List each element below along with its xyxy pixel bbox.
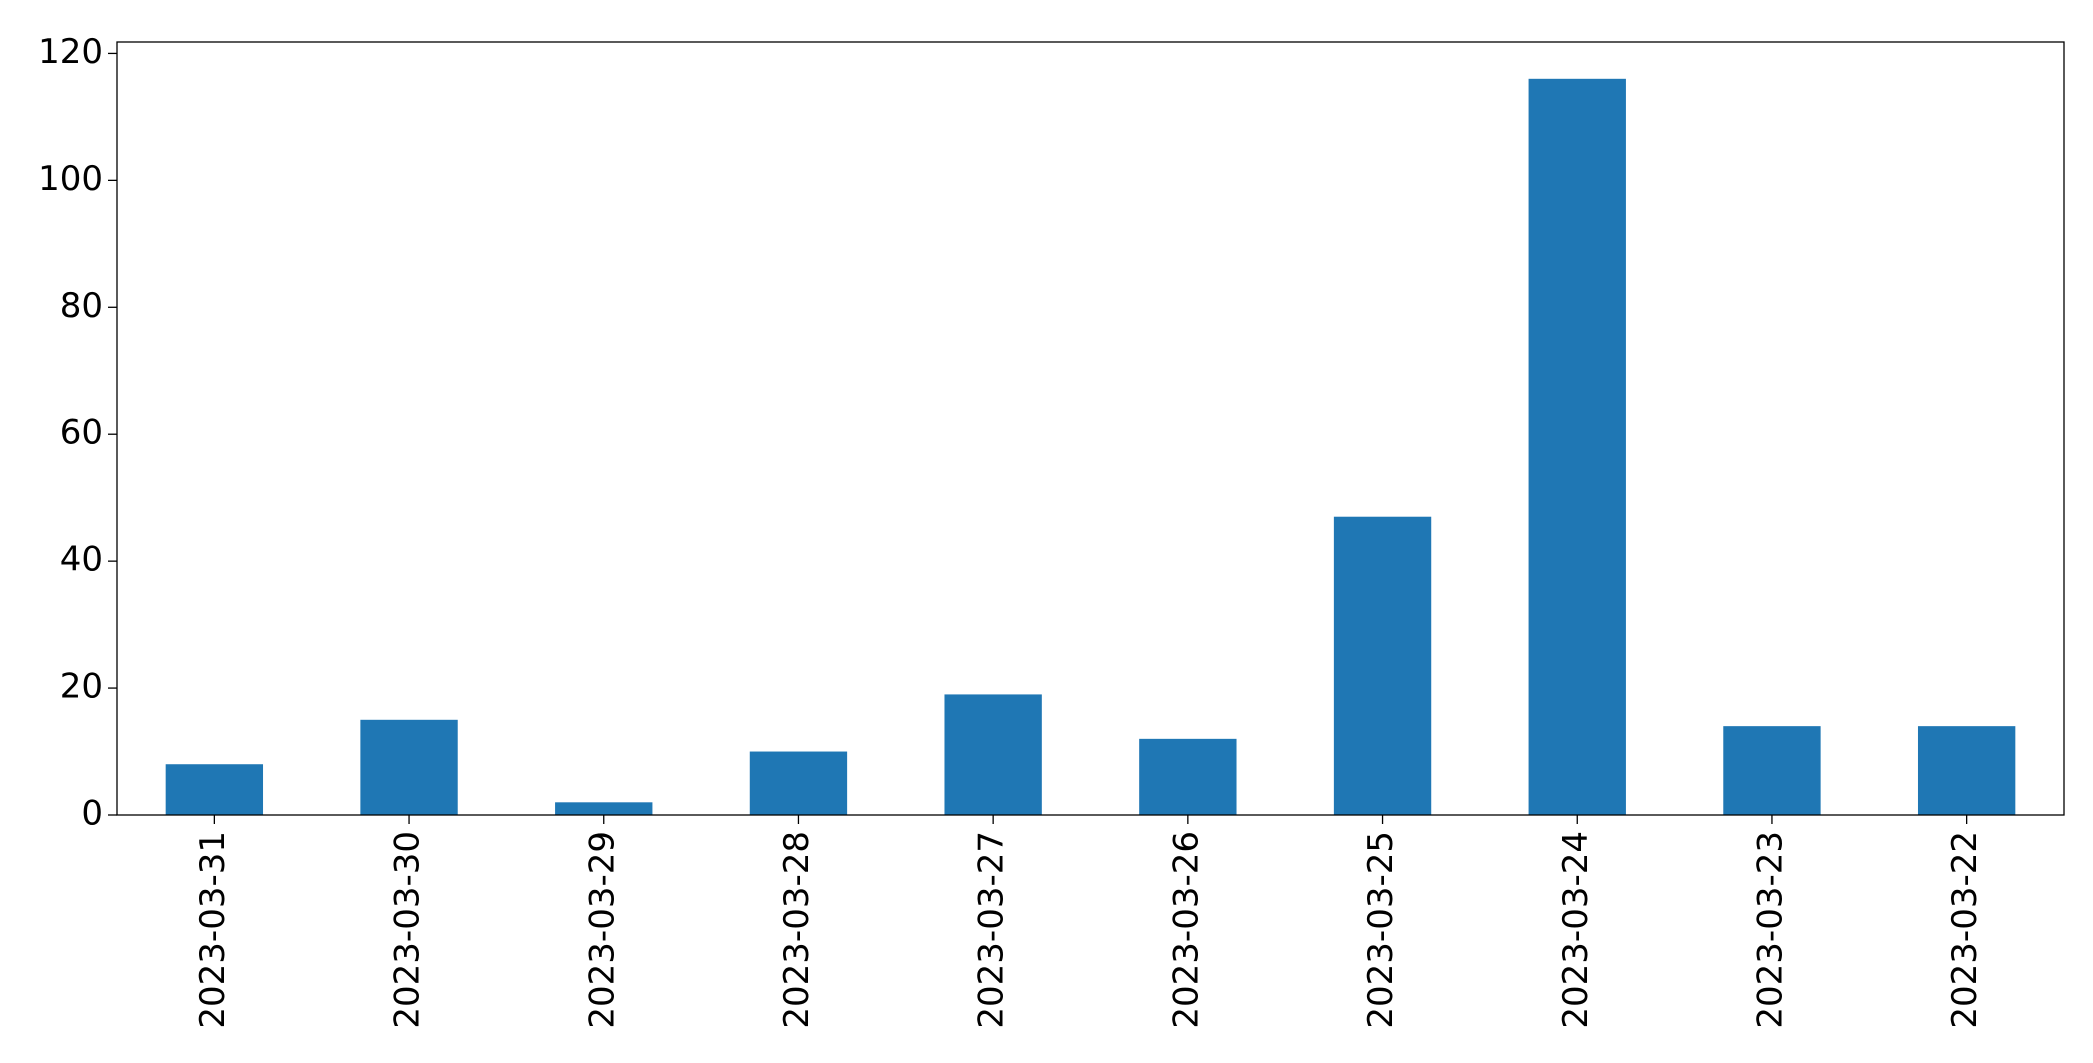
x-tick-label: 2023-03-31	[193, 831, 233, 1029]
plot-frame	[116, 41, 2065, 816]
y-tick-label: 120	[38, 32, 103, 72]
y-tick-label: 80	[60, 286, 103, 326]
bar	[944, 694, 1042, 815]
bar	[360, 719, 458, 815]
bar	[555, 802, 653, 815]
y-tick-label: 20	[60, 667, 103, 707]
y-tick-label: 60	[60, 413, 103, 453]
x-tick-label: 2023-03-27	[972, 831, 1012, 1029]
bar	[1917, 726, 2016, 815]
bar	[165, 764, 264, 815]
bar	[1528, 78, 1626, 816]
bar	[1333, 516, 1432, 815]
x-tick-label: 2023-03-22	[1945, 831, 1985, 1029]
x-tick-label: 2023-03-23	[1750, 831, 1790, 1029]
bar	[749, 751, 848, 815]
y-tick-label: 100	[38, 159, 103, 199]
x-tick-label: 2023-03-24	[1556, 831, 1596, 1029]
x-tick-label: 2023-03-25	[1361, 831, 1401, 1029]
bar	[1139, 738, 1237, 815]
x-tick-label: 2023-03-26	[1166, 831, 1206, 1029]
x-tick-label: 2023-03-28	[777, 831, 817, 1029]
y-tick-label: 0	[81, 794, 103, 834]
x-tick-label: 2023-03-29	[582, 831, 622, 1029]
y-tick-label: 40	[60, 540, 103, 580]
bar	[1723, 726, 1821, 815]
x-tick-label: 2023-03-30	[388, 831, 428, 1029]
